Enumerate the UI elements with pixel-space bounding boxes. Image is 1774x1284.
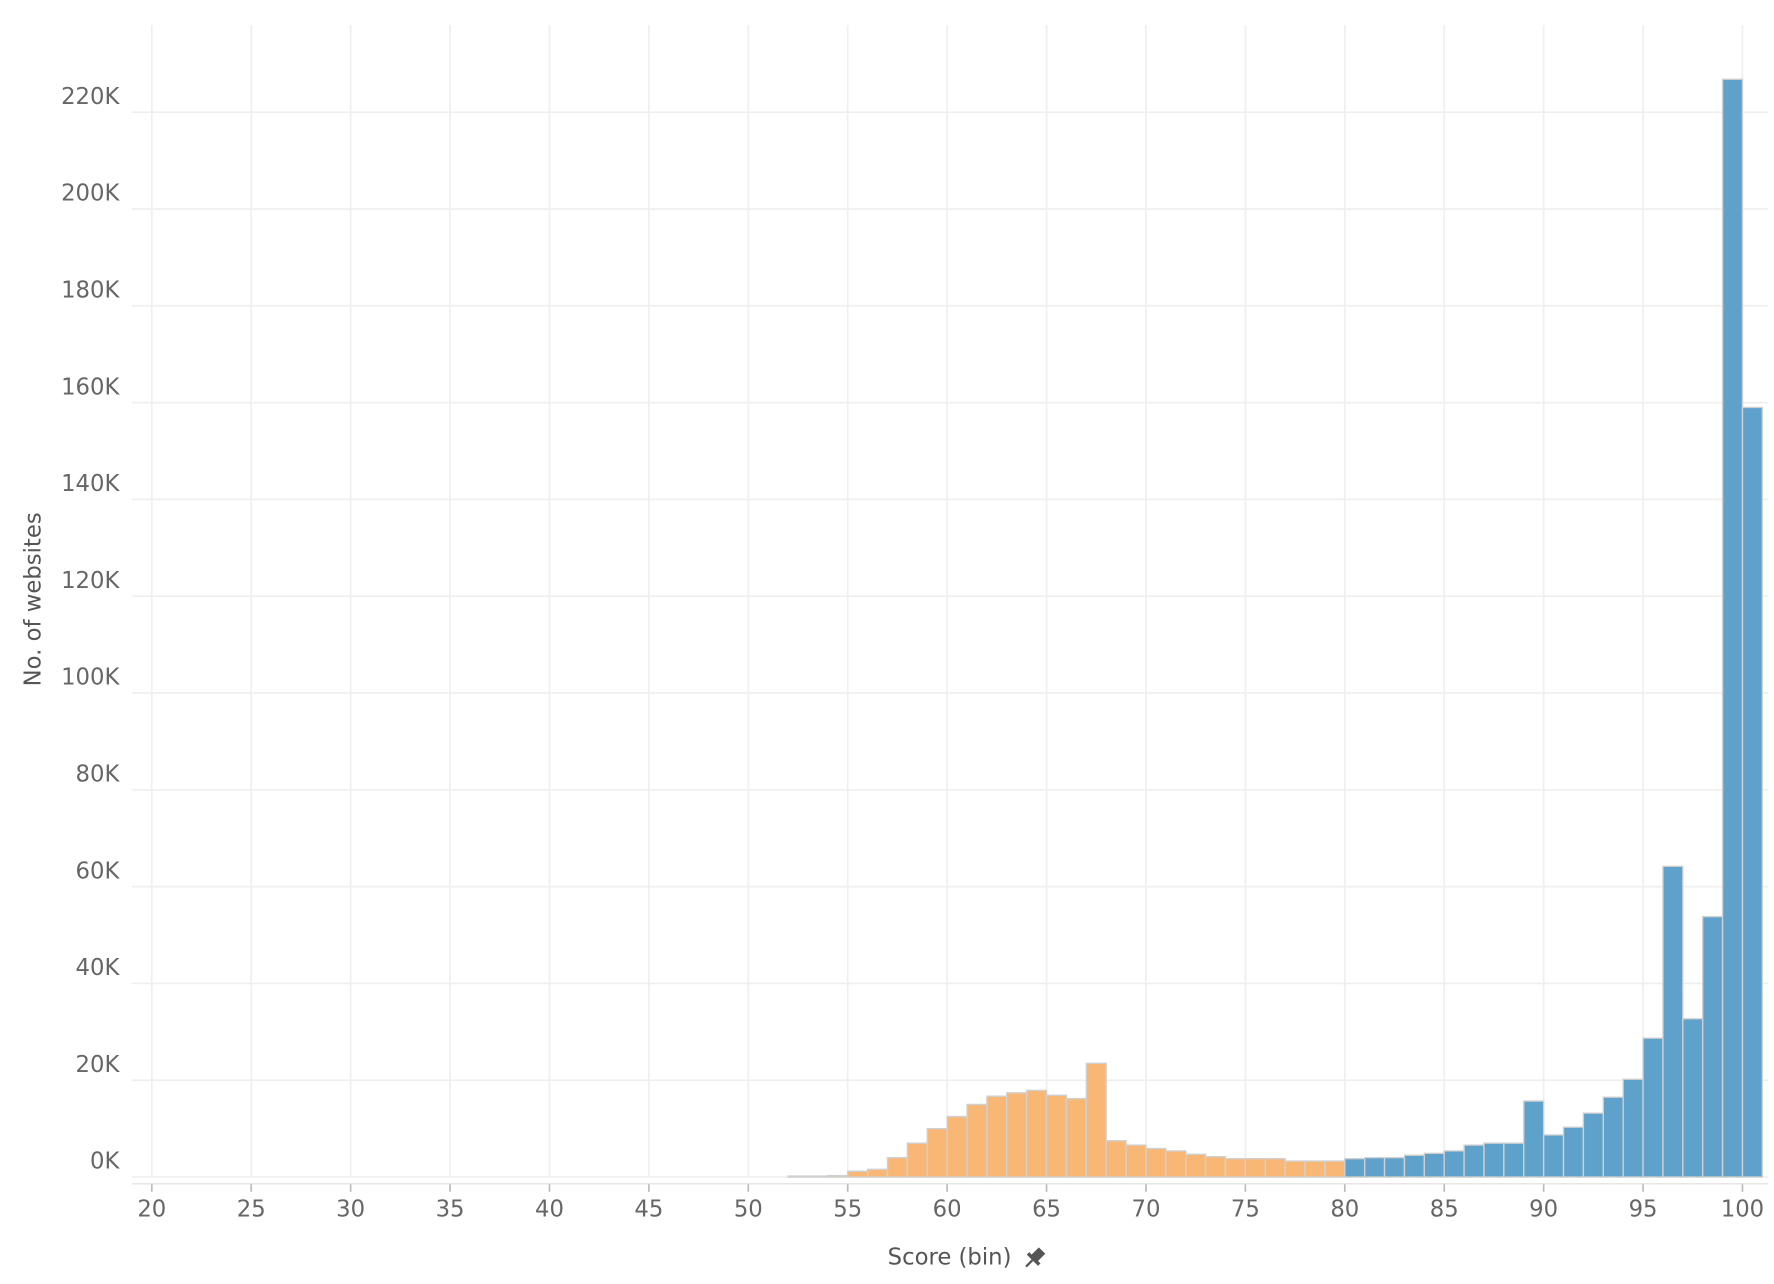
bar: [966, 1103, 988, 1178]
bar: [1025, 1089, 1048, 1178]
x-tick-label: 25: [237, 1197, 266, 1223]
x-tick-label: 100: [1721, 1197, 1764, 1223]
pin-icon[interactable]: [1020, 1245, 1047, 1272]
grid: [131, 25, 1769, 1178]
bar: [1622, 1078, 1644, 1178]
bar: [1165, 1150, 1187, 1178]
x-tick-label: 35: [436, 1197, 465, 1223]
bar: [1403, 1154, 1426, 1178]
x-tick-label: 70: [1131, 1197, 1160, 1223]
x-tick-label: 90: [1529, 1197, 1558, 1223]
bar: [1721, 78, 1744, 1178]
x-tick-label: 60: [933, 1197, 962, 1223]
y-tick-label: 40K: [76, 955, 121, 981]
y-tick-label: 100K: [61, 665, 120, 691]
bar: [1741, 406, 1764, 1178]
x-tick-label: 55: [833, 1197, 862, 1223]
bar: [1562, 1126, 1585, 1178]
bar: [1304, 1160, 1326, 1178]
bar: [1383, 1156, 1406, 1178]
bar: [1125, 1144, 1147, 1178]
bar: [906, 1142, 928, 1178]
bar: [1344, 1157, 1366, 1178]
bar: [1204, 1156, 1227, 1178]
bar: [787, 1175, 809, 1178]
y-tick-label: 0K: [90, 1149, 120, 1175]
x-tick-label: 80: [1330, 1197, 1359, 1223]
bar: [1185, 1153, 1207, 1178]
bar: [1105, 1140, 1127, 1178]
y-tick-label: 160K: [61, 374, 120, 400]
bar: [1045, 1094, 1068, 1178]
bar: [1264, 1157, 1286, 1178]
bar: [1463, 1144, 1485, 1178]
y-tick-label: 80K: [76, 762, 121, 788]
x-tick-label: 20: [137, 1197, 166, 1223]
bar: [1065, 1097, 1087, 1178]
bar: [1085, 1062, 1107, 1178]
bar: [946, 1115, 968, 1178]
bar: [1443, 1150, 1465, 1178]
bar: [1244, 1157, 1266, 1178]
bar: [1145, 1147, 1167, 1178]
x-tick-label: 85: [1430, 1197, 1459, 1223]
x-tick-label: 65: [1032, 1197, 1061, 1223]
x-tick-label: 95: [1629, 1197, 1658, 1223]
y-tick-label: 20K: [76, 1052, 121, 1078]
y-tick-label: 120K: [61, 568, 120, 594]
y-tick-label: 180K: [61, 278, 120, 304]
bars: [787, 78, 1764, 1178]
bar: [1542, 1134, 1565, 1178]
bar: [1662, 865, 1684, 1178]
bar: [847, 1170, 869, 1178]
x-tick-label: 30: [336, 1197, 365, 1223]
bar: [1602, 1096, 1624, 1178]
bar: [827, 1174, 849, 1178]
bar: [1324, 1160, 1346, 1178]
x-tick-label: 75: [1231, 1197, 1260, 1223]
axes: 0K 20K 40K 60K 80K 100K 120K 140K 160K 180K 200K 22…: [61, 84, 1769, 1223]
bar: [1582, 1112, 1604, 1178]
bar: [1523, 1100, 1545, 1178]
y-axis-title: No. of websites: [21, 512, 47, 686]
bar: [1483, 1142, 1505, 1178]
bar: [986, 1095, 1008, 1178]
bar: [1363, 1156, 1386, 1178]
bar: [1284, 1160, 1306, 1178]
x-tick-label: 40: [535, 1197, 564, 1223]
bar: [807, 1175, 829, 1178]
bar: [926, 1127, 948, 1178]
x-axis-title: Score (bin): [888, 1244, 1012, 1270]
bar: [1702, 915, 1724, 1178]
bar: [886, 1156, 909, 1178]
bar: [1503, 1142, 1525, 1178]
x-tick-label: 45: [634, 1197, 663, 1223]
bar: [1006, 1092, 1028, 1178]
y-tick-label: 140K: [61, 471, 120, 497]
bar: [1224, 1157, 1247, 1178]
bar: [1423, 1152, 1445, 1178]
bar: [1682, 1018, 1704, 1178]
y-tick-label: 60K: [76, 858, 121, 884]
y-tick-label: 200K: [61, 181, 120, 207]
x-tick-label: 50: [734, 1197, 763, 1223]
bar: [866, 1168, 889, 1178]
y-tick-label: 220K: [61, 84, 120, 110]
bar: [1642, 1037, 1664, 1178]
